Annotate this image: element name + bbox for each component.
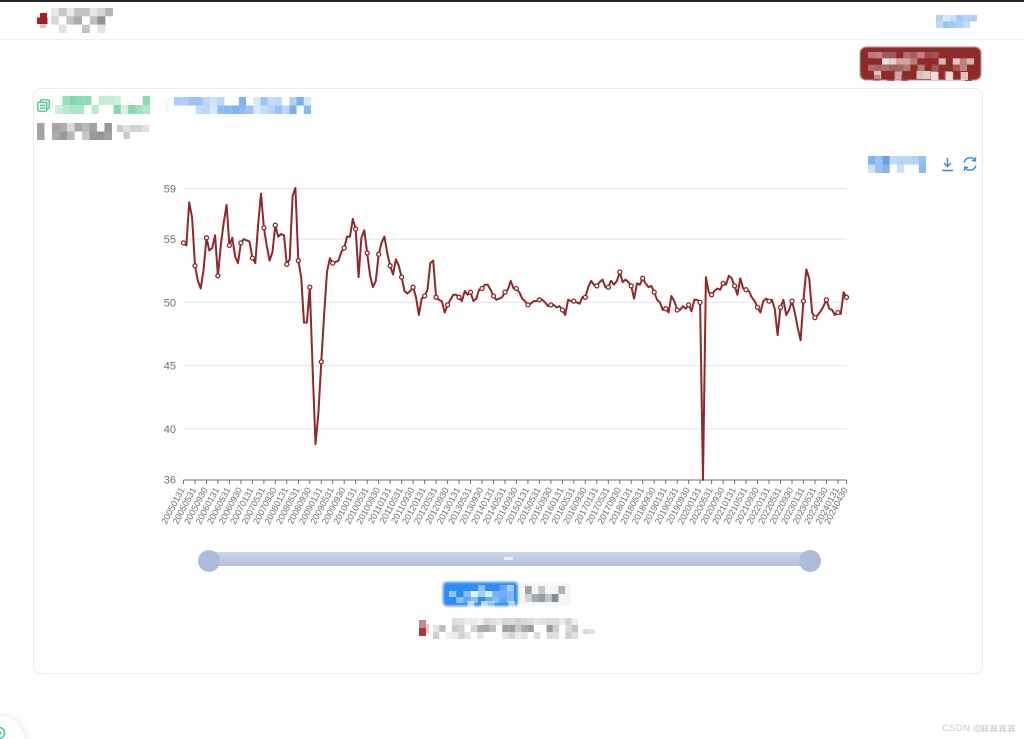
- svg-text:36: 36: [164, 475, 176, 487]
- svg-text:40: 40: [164, 424, 176, 436]
- svg-text:59: 59: [164, 184, 176, 196]
- svg-text:45: 45: [164, 361, 176, 373]
- svg-text:50: 50: [164, 297, 176, 309]
- svg-text:55: 55: [164, 234, 176, 246]
